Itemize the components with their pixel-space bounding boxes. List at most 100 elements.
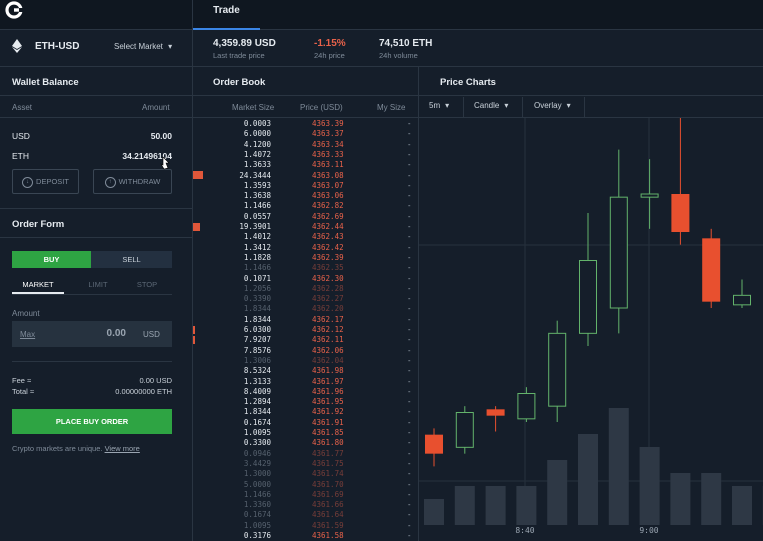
- interval-select[interactable]: 5m ▾: [429, 101, 449, 110]
- ob-row[interactable]: 8.5324 4361.98 -: [193, 366, 418, 375]
- place-buy-order-button[interactable]: PLACE BUY ORDER: [12, 409, 172, 434]
- tab-limit[interactable]: LIMIT: [88, 280, 108, 289]
- candle-body: [425, 434, 443, 454]
- ob-row[interactable]: 1.1466 4362.35 -: [193, 263, 418, 272]
- ob-row[interactable]: 1.8344 4362.20 -: [193, 304, 418, 313]
- amount-currency: USD: [143, 330, 160, 339]
- ob-row[interactable]: 0.1674 4361.91 -: [193, 418, 418, 427]
- ob-row[interactable]: 1.3000 4361.74 -: [193, 469, 418, 478]
- ob-row[interactable]: 1.1466 4362.82 -: [193, 201, 418, 210]
- ob-row[interactable]: 6.0000 4363.37 -: [193, 129, 418, 138]
- ob-my-size: -: [407, 180, 412, 190]
- wallet-col-amount: Amount: [142, 103, 170, 112]
- ob-price: 4361.58: [312, 531, 344, 540]
- ob-row[interactable]: 1.3006 4362.04 -: [193, 356, 418, 365]
- ob-row[interactable]: 5.0000 4361.70 -: [193, 480, 418, 489]
- ob-my-size: -: [407, 407, 412, 417]
- ob-row[interactable]: 1.4012 4362.43 -: [193, 232, 418, 241]
- chart-type-select[interactable]: Candle ▾: [474, 101, 508, 110]
- max-link[interactable]: Max: [20, 330, 36, 339]
- tab-stop[interactable]: STOP: [136, 280, 158, 289]
- candlestick-chart[interactable]: 8:40 9:00: [419, 118, 763, 541]
- overlay-select[interactable]: Overlay ▾: [534, 101, 571, 110]
- ob-price: 4362.11: [312, 335, 344, 345]
- ob-row[interactable]: 1.3133 4361.97 -: [193, 377, 418, 386]
- orderbook-divider: [418, 67, 419, 541]
- ob-price: 4361.70: [312, 479, 344, 489]
- volume-bar: [608, 408, 629, 525]
- coinbase-logo-icon[interactable]: [0, 0, 30, 24]
- sell-button[interactable]: SELL: [91, 251, 172, 268]
- buy-button[interactable]: BUY: [12, 251, 91, 268]
- last-price-label: Last trade price: [213, 51, 265, 60]
- ob-price: 4362.30: [312, 273, 344, 283]
- ob-size: 1.1828: [243, 252, 271, 262]
- ob-size: 1.8344: [243, 407, 271, 417]
- ob-row[interactable]: 24.3444 4363.08 -: [193, 171, 418, 180]
- ob-price: 4363.37: [312, 129, 344, 139]
- ob-my-size: -: [407, 500, 412, 510]
- ob-row[interactable]: 1.8344 4361.92 -: [193, 407, 418, 416]
- ob-price: 4362.04: [312, 355, 344, 365]
- view-more-link[interactable]: View more: [104, 444, 140, 453]
- ob-row[interactable]: 0.1674 4361.64 -: [193, 510, 418, 519]
- tab-market[interactable]: MARKET: [12, 280, 64, 294]
- ob-row[interactable]: 0.0003 4363.39 -: [193, 119, 418, 128]
- ob-row[interactable]: 1.3638 4363.06 -: [193, 191, 418, 200]
- ob-col-my-size: My Size: [377, 103, 406, 112]
- ctrl-divider: [463, 97, 464, 117]
- ob-row[interactable]: 7.8576 4362.06 -: [193, 346, 418, 355]
- ob-row[interactable]: 1.8344 4362.17 -: [193, 315, 418, 324]
- ob-my-size: -: [407, 149, 412, 159]
- ob-row[interactable]: 1.1828 4362.39 -: [193, 253, 418, 262]
- ob-row[interactable]: 0.0557 4362.69 -: [193, 212, 418, 221]
- ob-row[interactable]: 1.3593 4363.07 -: [193, 181, 418, 190]
- ob-my-size: -: [407, 355, 412, 365]
- ob-row[interactable]: 1.4072 4363.33 -: [193, 150, 418, 159]
- top-bar: [0, 0, 763, 30]
- ob-col-size: Market Size: [232, 103, 275, 112]
- ob-price: 4361.74: [312, 469, 344, 479]
- amount-input[interactable]: [12, 321, 172, 347]
- ob-row[interactable]: 8.4009 4361.96 -: [193, 387, 418, 396]
- ob-row[interactable]: 3.4429 4361.75 -: [193, 459, 418, 468]
- ob-price: 4362.43: [312, 232, 344, 242]
- ob-my-size: -: [407, 417, 412, 427]
- ob-row[interactable]: 6.0300 4362.12 -: [193, 325, 418, 334]
- amount-value[interactable]: 0.00: [106, 328, 126, 339]
- ob-my-size: -: [407, 273, 412, 283]
- ob-row[interactable]: 1.3412 4362.42 -: [193, 243, 418, 252]
- select-market-button[interactable]: Select Market ▾: [114, 42, 172, 51]
- ob-row[interactable]: 1.2056 4362.28 -: [193, 284, 418, 293]
- candle-body: [579, 260, 597, 334]
- candle-body: [640, 193, 659, 198]
- ob-size: 1.3000: [243, 469, 271, 479]
- ob-row[interactable]: 1.0095 4361.85 -: [193, 428, 418, 437]
- withdraw-button[interactable]: ↑ WITHDRAW: [93, 169, 172, 194]
- ob-row[interactable]: 1.1466 4361.69 -: [193, 490, 418, 499]
- order-type-divider: [12, 294, 172, 295]
- ob-row[interactable]: 1.3360 4361.66 -: [193, 500, 418, 509]
- ob-row[interactable]: 0.1071 4362.30 -: [193, 274, 418, 283]
- ob-row[interactable]: 1.3633 4363.11 -: [193, 160, 418, 169]
- ob-row[interactable]: 0.3176 4361.58 -: [193, 531, 418, 540]
- wallet-asset-usd: USD: [12, 131, 30, 141]
- ob-row[interactable]: 4.1200 4363.34 -: [193, 140, 418, 149]
- ob-my-size: -: [407, 469, 412, 479]
- ob-price: 4362.17: [312, 314, 344, 324]
- ob-my-size: -: [407, 242, 412, 252]
- price-change: -1.15%: [314, 38, 346, 49]
- mouse-cursor-icon: [160, 156, 170, 175]
- ob-size: 1.8344: [243, 314, 271, 324]
- deposit-button[interactable]: ↓ DEPOSIT: [12, 169, 79, 194]
- ob-row[interactable]: 19.3901 4362.44 -: [193, 222, 418, 231]
- ob-row[interactable]: 0.3300 4361.80 -: [193, 438, 418, 447]
- ob-row[interactable]: 0.0946 4361.77 -: [193, 449, 418, 458]
- chart-ctrl-divider: [418, 117, 763, 118]
- ob-row[interactable]: 1.0095 4361.59 -: [193, 521, 418, 530]
- tab-trade[interactable]: Trade: [193, 0, 260, 30]
- ob-row[interactable]: 1.2894 4361.95 -: [193, 397, 418, 406]
- ob-row[interactable]: 7.9207 4362.11 -: [193, 335, 418, 344]
- ob-price: 4362.69: [312, 211, 344, 221]
- ob-row[interactable]: 0.3390 4362.27 -: [193, 294, 418, 303]
